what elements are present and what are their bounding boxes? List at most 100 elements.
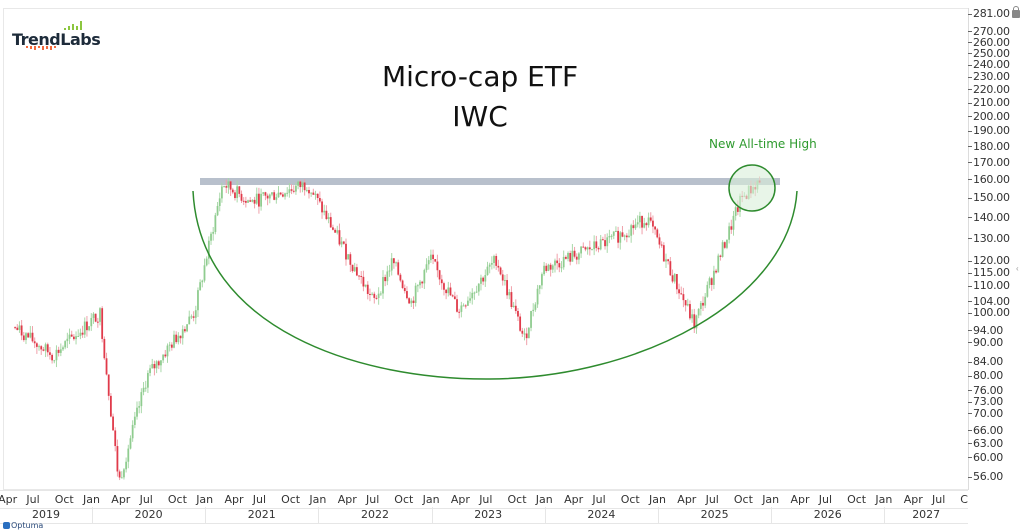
- y-tick-label: 80.00: [968, 370, 1003, 381]
- candle: [482, 276, 485, 286]
- candle: [88, 326, 91, 332]
- candle: [586, 246, 589, 255]
- candle: [164, 349, 167, 359]
- candle: [710, 277, 713, 291]
- y-tick-label: 281.00: [968, 8, 1010, 19]
- candle: [584, 246, 587, 252]
- lock-icon[interactable]: [1012, 6, 1020, 18]
- candle: [467, 296, 469, 306]
- y-tick-label: 170.00: [968, 157, 1010, 168]
- candle: [321, 198, 323, 219]
- candle: [203, 258, 206, 283]
- candle: [451, 294, 454, 298]
- candle: [571, 244, 574, 262]
- candle: [225, 179, 228, 194]
- x-month-label: Oct: [394, 493, 414, 506]
- collapse-arrow-icon[interactable]: ‹: [1016, 264, 1019, 273]
- x-month-label: Oct: [54, 493, 74, 506]
- candle: [366, 281, 369, 300]
- x-year-label: 2027: [912, 508, 941, 521]
- candle: [636, 215, 639, 228]
- candle: [216, 202, 219, 217]
- x-month-label: Apr: [111, 493, 131, 506]
- candle: [456, 294, 458, 313]
- candle: [410, 298, 413, 308]
- candle: [286, 187, 289, 197]
- y-tick-label: 240.00: [968, 59, 1010, 70]
- candle: [236, 180, 239, 203]
- candle: [721, 240, 724, 258]
- resistance-band[interactable]: [200, 178, 780, 185]
- candle: [327, 213, 330, 224]
- candle: [40, 345, 43, 355]
- candle: [615, 226, 617, 232]
- candle: [175, 331, 178, 344]
- candle: [210, 231, 212, 245]
- candle: [99, 307, 101, 326]
- candle: [562, 250, 565, 270]
- rounding-bottom-arc[interactable]: [192, 190, 798, 380]
- candle: [107, 374, 110, 401]
- candle: [695, 314, 698, 334]
- candle: [401, 279, 404, 290]
- candle: [373, 291, 376, 304]
- candle: [669, 256, 672, 277]
- candle: [723, 241, 726, 250]
- candle: [693, 308, 696, 334]
- plot-area[interactable]: [3, 8, 968, 490]
- candle: [323, 204, 326, 216]
- candle: [392, 257, 395, 269]
- candle: [408, 297, 411, 305]
- candle: [14, 326, 16, 330]
- candle: [545, 263, 548, 273]
- all-time-high-circle[interactable]: [728, 164, 776, 212]
- candle: [480, 274, 482, 291]
- x-year-label: 2020: [134, 508, 163, 521]
- y-tick-label: 190.00: [968, 125, 1010, 136]
- candle: [547, 263, 550, 272]
- x-month-label: Jul: [479, 493, 493, 506]
- x-month-label: Apr: [677, 493, 697, 506]
- y-tick-label: 160.00: [968, 174, 1010, 185]
- candle: [207, 236, 210, 265]
- candle: [81, 325, 84, 338]
- candle: [699, 301, 702, 316]
- year-separator: [318, 507, 320, 523]
- trendlabs-logo-icon: [26, 21, 82, 50]
- candle: [190, 314, 193, 320]
- candle: [595, 235, 598, 252]
- candle: [617, 226, 620, 249]
- y-tick-label: 260.00: [968, 37, 1010, 48]
- candle: [234, 189, 236, 201]
- candle: [652, 215, 654, 234]
- candle: [109, 393, 112, 418]
- candle: [506, 274, 508, 299]
- candle: [268, 193, 271, 204]
- candle: [575, 253, 578, 265]
- candle: [101, 306, 104, 343]
- candle: [623, 234, 626, 241]
- candle: [660, 241, 663, 248]
- candle: [33, 337, 36, 349]
- candle: [188, 310, 191, 325]
- candle: [560, 261, 563, 273]
- x-month-label: Jan: [535, 493, 553, 506]
- candle: [299, 179, 302, 193]
- y-tick-label: 140.00: [968, 212, 1010, 223]
- candle: [501, 269, 504, 286]
- candle: [221, 182, 223, 203]
- candle: [138, 401, 141, 414]
- candle: [377, 287, 380, 305]
- year-separator: [884, 507, 886, 523]
- candle: [379, 291, 382, 296]
- x-month-label: Apr: [564, 493, 584, 506]
- candle: [551, 264, 554, 274]
- candle: [160, 360, 162, 373]
- candle: [116, 439, 119, 477]
- candle: [247, 199, 249, 203]
- candle: [242, 197, 245, 206]
- x-month-label: Oct: [733, 493, 753, 506]
- candle: [105, 352, 108, 376]
- y-tick-label: 73.00: [968, 396, 1003, 407]
- x-month-label: Apr: [0, 493, 18, 506]
